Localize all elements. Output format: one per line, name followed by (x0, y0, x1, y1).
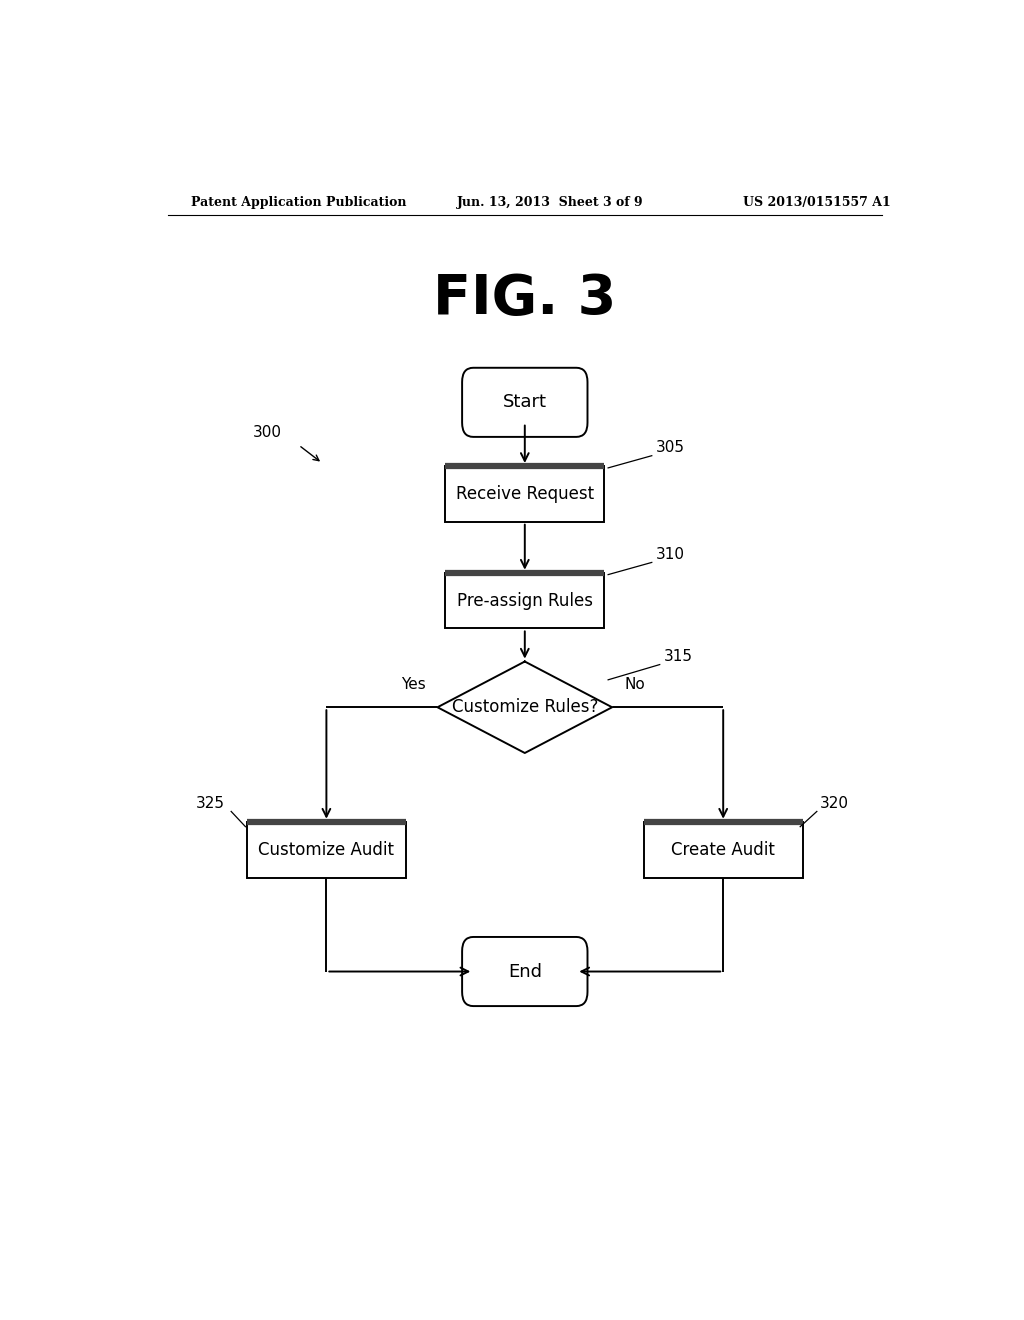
Text: 315: 315 (664, 649, 692, 664)
Bar (644, 821, 803, 878)
Text: End: End (508, 962, 542, 981)
Text: 305: 305 (655, 440, 685, 455)
Text: Yes: Yes (400, 677, 426, 693)
Text: Pre-assign Rules: Pre-assign Rules (457, 591, 593, 610)
Polygon shape (437, 661, 612, 752)
FancyBboxPatch shape (462, 368, 588, 437)
Text: FIG. 3: FIG. 3 (433, 272, 616, 326)
Text: No: No (624, 677, 645, 693)
FancyBboxPatch shape (462, 937, 588, 1006)
Text: 320: 320 (820, 796, 849, 810)
Text: Patent Application Publication: Patent Application Publication (191, 195, 407, 209)
Text: Customize Audit: Customize Audit (258, 841, 394, 858)
Text: Start: Start (503, 393, 547, 412)
Text: US 2013/0151557 A1: US 2013/0151557 A1 (743, 195, 891, 209)
Text: 325: 325 (196, 796, 224, 810)
Text: Customize Rules?: Customize Rules? (452, 698, 598, 717)
Text: 310: 310 (655, 546, 685, 562)
Text: 300: 300 (252, 425, 282, 441)
Bar (247, 821, 406, 878)
Bar (445, 466, 604, 521)
Bar (445, 573, 604, 628)
Text: Jun. 13, 2013  Sheet 3 of 9: Jun. 13, 2013 Sheet 3 of 9 (458, 195, 644, 209)
Text: Create Audit: Create Audit (672, 841, 775, 858)
Text: Receive Request: Receive Request (456, 484, 594, 503)
